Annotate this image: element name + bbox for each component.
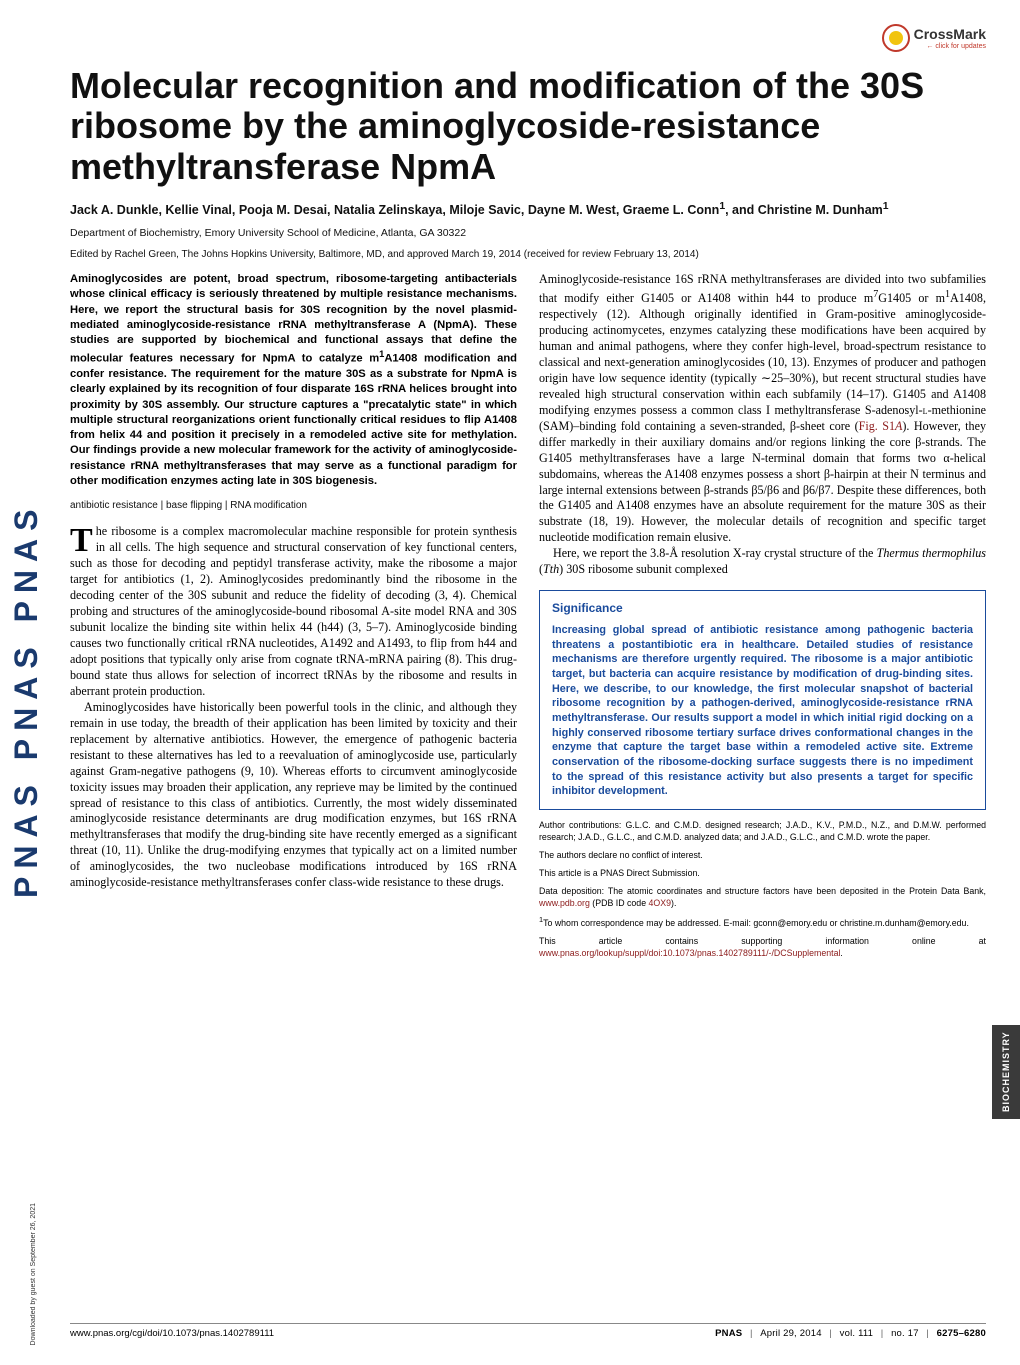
divider-icon: | [926, 1328, 929, 1339]
significance-box: Significance Increasing global spread of… [539, 590, 986, 810]
affiliation: Department of Biochemistry, Emory Univer… [70, 227, 986, 239]
abstract: Aminoglycosides are potent, broad spectr… [70, 272, 517, 489]
correspondence: 1To whom correspondence may be addressed… [539, 915, 986, 930]
body-p2: Aminoglycosides have historically been p… [70, 700, 517, 891]
crossmark-label: CrossMark [914, 26, 986, 42]
direct-submission: This article is a PNAS Direct Submission… [539, 868, 986, 880]
footer-no: no. 17 [891, 1328, 919, 1339]
crossmark-sub: ← click for updates [914, 43, 986, 50]
crossmark-text: CrossMark ← click for updates [914, 27, 986, 50]
author-contributions: Author contributions: G.L.C. and C.M.D. … [539, 820, 986, 844]
main-content: CrossMark ← click for updates Molecular … [70, 30, 986, 1339]
edited-line: Edited by Rachel Green, The Johns Hopkin… [70, 249, 986, 260]
divider-icon: | [750, 1328, 753, 1339]
footer-journal: PNAS [715, 1328, 742, 1339]
body-p3: Aminoglycoside-resistance 16S rRNA methy… [539, 272, 986, 546]
body-p4: Here, we report the 3.8-Å resolution X-r… [539, 546, 986, 578]
divider-icon: | [881, 1328, 884, 1339]
divider-icon: | [829, 1328, 832, 1339]
crossmark-icon [882, 24, 910, 52]
authors: Jack A. Dunkle, Kellie Vinal, Pooja M. D… [70, 201, 986, 217]
body-p1: The ribosome is a complex macromolecular… [70, 524, 517, 699]
significance-heading: Significance [552, 601, 973, 617]
footer-vol: vol. 111 [840, 1328, 873, 1339]
footer-date: April 29, 2014 [760, 1328, 821, 1339]
keywords: antibiotic resistance | base flipping | … [70, 499, 517, 512]
supporting-info: This article contains supporting informa… [539, 936, 986, 960]
pnas-sidebar: PNAS PNAS PNAS [8, 250, 48, 1150]
crossmark-badge[interactable]: CrossMark ← click for updates [856, 24, 986, 52]
article-title: Molecular recognition and modification o… [70, 66, 986, 187]
data-deposition: Data deposition: The atomic coordinates … [539, 886, 986, 910]
significance-text: Increasing global spread of antibiotic r… [552, 623, 973, 799]
section-tab: BIOCHEMISTRY [992, 1025, 1020, 1119]
page-footer: www.pnas.org/cgi/doi/10.1073/pnas.140278… [70, 1323, 986, 1339]
footer-pages: 6275–6280 [937, 1328, 986, 1339]
two-column-body: Aminoglycosides are potent, broad spectr… [70, 272, 986, 960]
doi-link[interactable]: www.pnas.org/cgi/doi/10.1073/pnas.140278… [70, 1328, 274, 1339]
footer-doi: www.pnas.org/cgi/doi/10.1073/pnas.140278… [70, 1328, 274, 1339]
footer-citation: PNAS | April 29, 2014 | vol. 111 | no. 1… [715, 1328, 986, 1339]
download-note: Downloaded by guest on September 26, 202… [30, 1203, 37, 1345]
conflict-of-interest: The authors declare no conflict of inter… [539, 850, 986, 862]
